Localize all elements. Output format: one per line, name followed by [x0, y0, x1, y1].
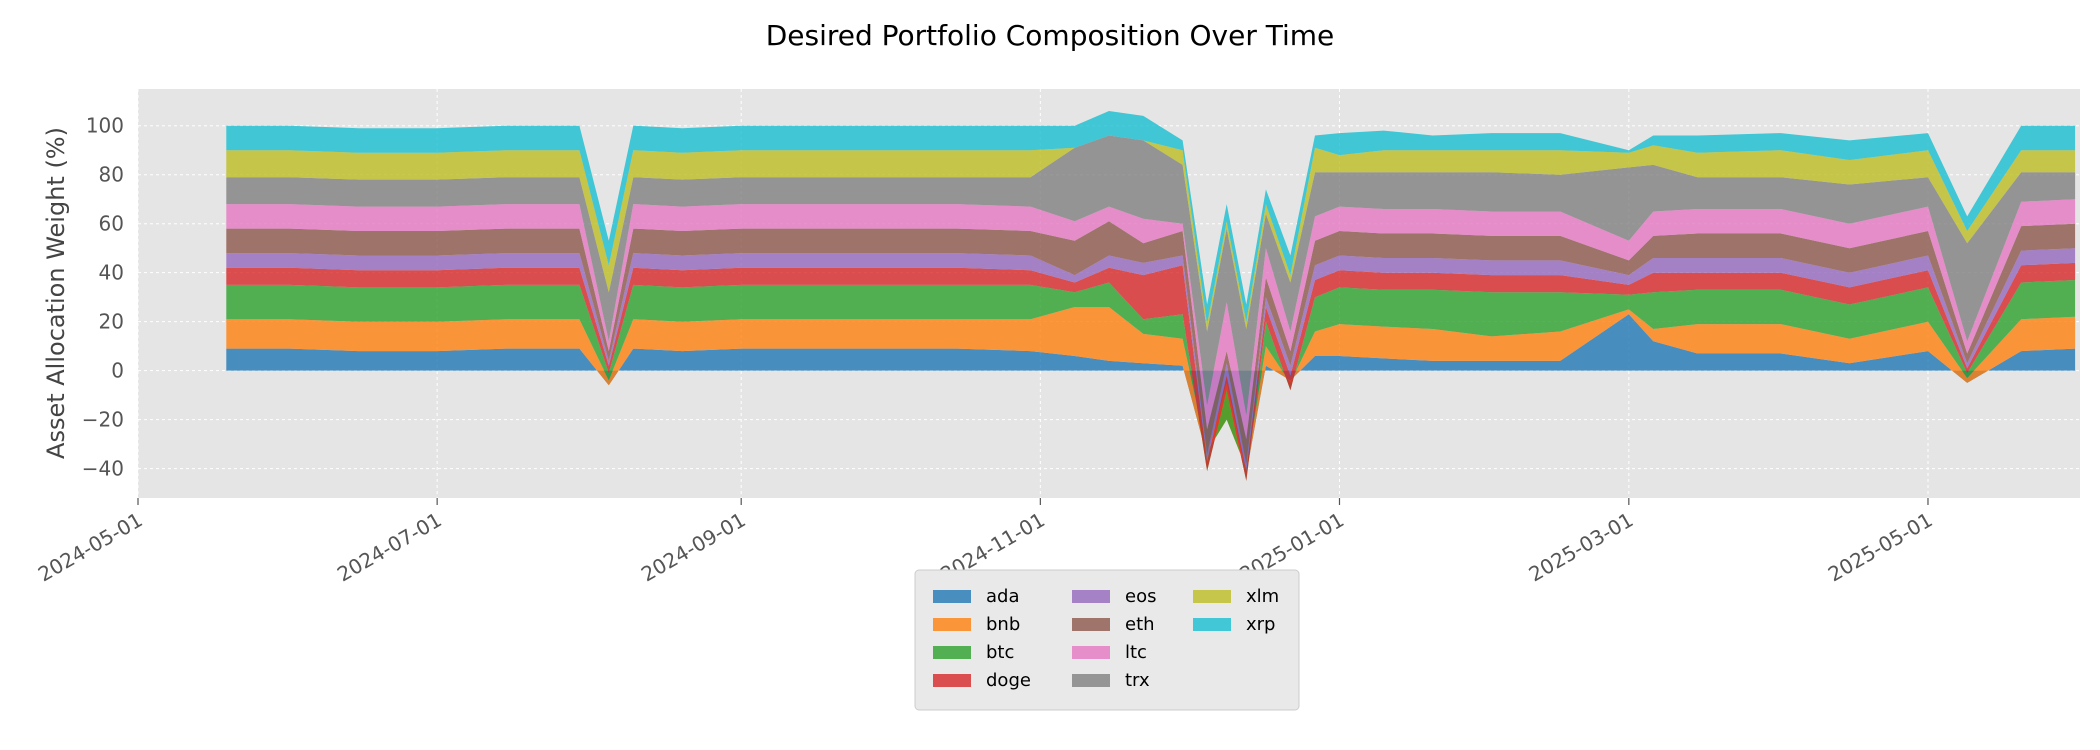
area-ltc: [226, 199, 2076, 440]
area-doge: [226, 262, 2076, 481]
area-bnb: [226, 307, 2076, 474]
x-tick-label: 2024-05-01: [34, 508, 147, 587]
y-tick-label: 60: [99, 212, 124, 236]
legend-swatch-xrp: [1193, 618, 1231, 631]
legend-label-ltc: ltc: [1125, 642, 1147, 663]
area-trx: [226, 135, 2076, 415]
area-eth: [226, 221, 2076, 464]
legend-box: [914, 569, 1300, 711]
legend: ada bnb btc doge eos eth ltc trx xlm xrp: [914, 569, 1300, 711]
area-btc: [226, 280, 2076, 481]
stacked-areas: [226, 111, 2076, 481]
legend-swatch-ada: [933, 590, 971, 603]
legend-label-eth: eth: [1125, 614, 1155, 635]
y-tick-label: 0: [111, 359, 124, 383]
area-eos: [226, 248, 2076, 472]
y-tick-label: 20: [99, 310, 124, 334]
legend-swatch-btc: [933, 646, 971, 659]
chart-title: Desired Portfolio Composition Over Time: [766, 19, 1335, 52]
legend-swatch-trx: [1072, 674, 1110, 687]
y-tick-label: 80: [99, 163, 124, 187]
x-tick-label: 2024-07-01: [333, 508, 446, 587]
legend-label-trx: trx: [1125, 670, 1150, 691]
area-xrp: [226, 111, 2076, 325]
area-xlm: [226, 135, 2076, 332]
y-axis-ticks: 100 80 60 40 20 0 −20 −40: [82, 114, 124, 481]
legend-label-xrp: xrp: [1246, 614, 1275, 635]
x-tick-label: 2025-03-01: [1525, 508, 1638, 587]
legend-swatch-eos: [1072, 590, 1110, 603]
legend-swatch-bnb: [933, 618, 971, 631]
legend-label-xlm: xlm: [1246, 586, 1279, 607]
legend-label-btc: btc: [986, 642, 1014, 663]
y-tick-label: 100: [86, 114, 124, 138]
y-tick-label: 40: [99, 261, 124, 285]
legend-label-doge: doge: [986, 670, 1031, 691]
y-tick-label: −20: [82, 408, 124, 432]
legend-swatch-xlm: [1193, 590, 1231, 603]
legend-label-bnb: bnb: [986, 614, 1020, 635]
legend-swatch-eth: [1072, 618, 1110, 631]
y-axis-label: Asset Allocation Weight (%): [42, 127, 70, 459]
x-tick-label: 2025-05-01: [1824, 508, 1937, 587]
legend-label-eos: eos: [1125, 586, 1156, 607]
legend-swatch-doge: [933, 674, 971, 687]
legend-swatch-ltc: [1072, 646, 1110, 659]
x-tick-label: 2024-09-01: [637, 508, 750, 587]
y-tick-label: −40: [82, 457, 124, 481]
legend-label-ada: ada: [986, 586, 1020, 607]
area-ada: [226, 314, 2076, 474]
